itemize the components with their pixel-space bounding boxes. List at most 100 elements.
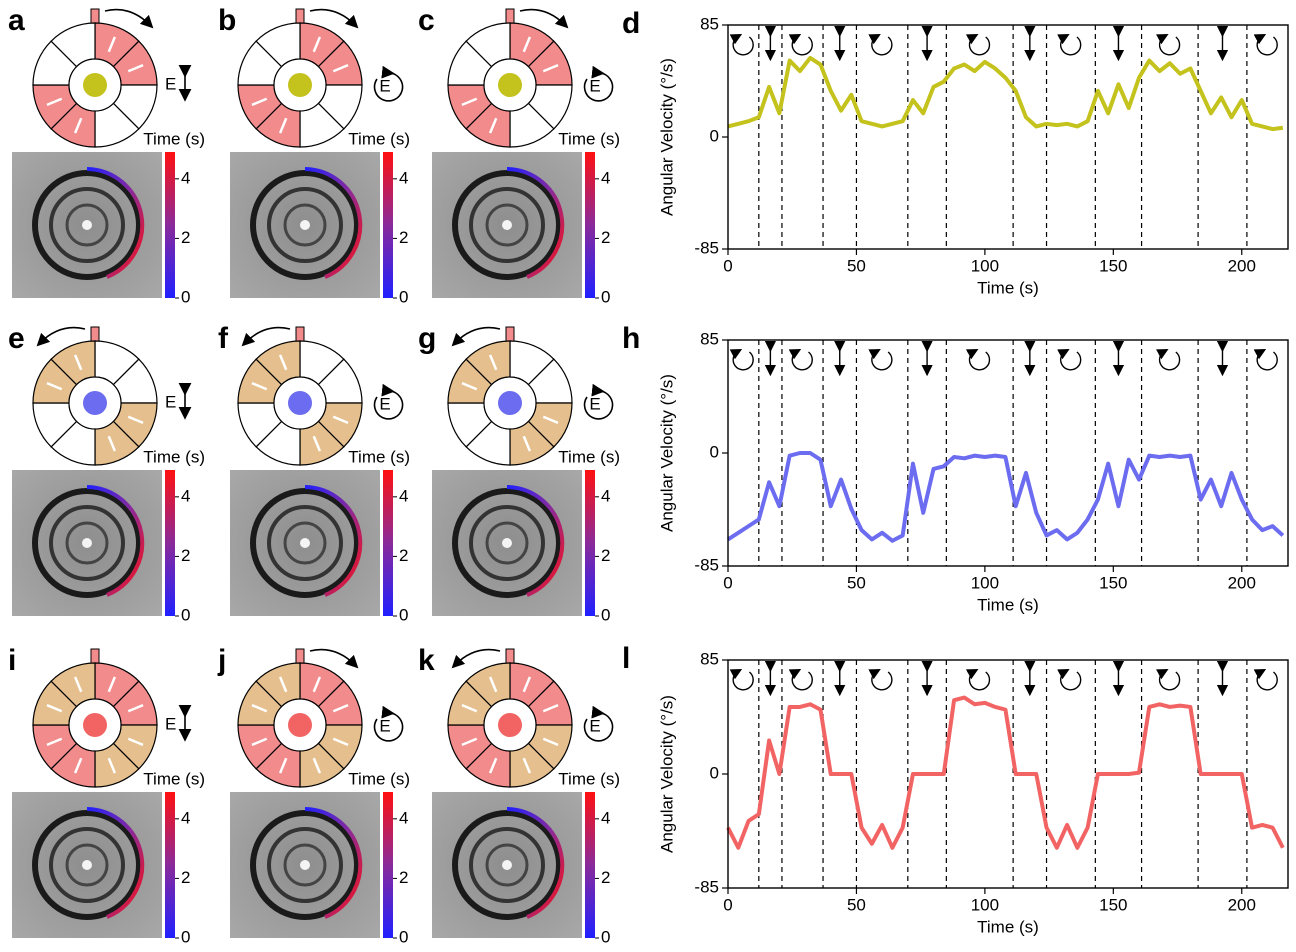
x-axis-label: Time (s) xyxy=(977,278,1039,297)
panel-letter: l xyxy=(622,642,630,675)
rotation-icon xyxy=(1061,36,1081,55)
colorbar xyxy=(585,470,595,616)
field-label: E xyxy=(589,76,600,95)
electrode-stub xyxy=(506,327,514,342)
y-tick-label: 0 xyxy=(710,442,719,461)
colorbar xyxy=(383,470,393,616)
rotation-icon xyxy=(1257,351,1277,370)
turn-arrow xyxy=(455,650,500,665)
rotation-icon xyxy=(969,351,989,370)
particle xyxy=(498,73,522,97)
cell-core xyxy=(300,220,310,230)
y-axis-label: Angular Velocity (°/s) xyxy=(657,374,676,532)
x-axis-label: Time (s) xyxy=(977,917,1039,936)
y-tick-label: -85 xyxy=(694,877,719,896)
colorbar-tick-label: 4 xyxy=(601,486,610,505)
colorbar-tick-label: 4 xyxy=(181,168,190,187)
x-tick-label: 150 xyxy=(1099,256,1127,275)
cell-core xyxy=(82,220,92,230)
colorbar xyxy=(383,792,393,938)
time-label: Time (s) xyxy=(348,769,410,788)
particle xyxy=(498,713,522,737)
panel-letter: c xyxy=(418,4,435,37)
electrode-stub xyxy=(91,327,99,342)
cell-core xyxy=(82,860,92,870)
x-tick-label: 0 xyxy=(723,895,732,914)
colorbar-tick-label: 0 xyxy=(181,287,190,306)
colorbar-tick-label: 2 xyxy=(601,228,610,247)
colorbar-tick-label: 0 xyxy=(399,927,408,946)
cell-core xyxy=(502,220,512,230)
colorbar-tick-label: 2 xyxy=(601,546,610,565)
panel-letter: a xyxy=(8,4,25,37)
field-label: E xyxy=(589,394,600,413)
field-label: E xyxy=(165,74,176,93)
turn-arrow xyxy=(310,10,355,25)
turn-arrow xyxy=(105,10,150,25)
particle xyxy=(288,391,312,415)
rotation-icon xyxy=(792,351,812,370)
rotation-icon xyxy=(969,36,989,55)
colorbar xyxy=(383,152,393,298)
rotation-icon xyxy=(872,351,892,370)
time-label: Time (s) xyxy=(558,447,620,466)
x-tick-label: 50 xyxy=(847,573,866,592)
turn-arrow xyxy=(245,328,290,343)
y-tick-label: -85 xyxy=(694,555,719,574)
cell-core xyxy=(82,538,92,548)
rotation-icon xyxy=(1160,36,1180,55)
panel-letter: i xyxy=(8,644,16,677)
panel-letter: b xyxy=(218,4,236,37)
turn-arrow xyxy=(455,328,500,343)
colorbar xyxy=(165,470,175,616)
electrode-stub xyxy=(296,327,304,342)
x-tick-label: 0 xyxy=(723,573,732,592)
colorbar xyxy=(165,792,175,938)
x-tick-label: 50 xyxy=(847,256,866,275)
time-label: Time (s) xyxy=(143,129,205,148)
field-label: E xyxy=(165,392,176,411)
field-label: E xyxy=(589,716,600,735)
x-tick-label: 100 xyxy=(971,573,999,592)
x-tick-label: 200 xyxy=(1228,573,1256,592)
rotation-icon xyxy=(1160,351,1180,370)
colorbar-tick-label: 0 xyxy=(181,927,190,946)
x-tick-label: 0 xyxy=(723,256,732,275)
time-label: Time (s) xyxy=(143,769,205,788)
time-label: Time (s) xyxy=(558,129,620,148)
electrode-stub xyxy=(506,649,514,664)
turn-arrow xyxy=(520,10,565,25)
field-label: E xyxy=(379,76,390,95)
colorbar-tick-label: 4 xyxy=(181,808,190,827)
particle xyxy=(288,73,312,97)
x-tick-label: 100 xyxy=(971,895,999,914)
colorbar-tick-label: 2 xyxy=(601,868,610,887)
x-axis-label: Time (s) xyxy=(977,595,1039,614)
electrode-stub xyxy=(296,649,304,664)
colorbar-tick-label: 4 xyxy=(601,808,610,827)
rotation-icon xyxy=(733,671,753,690)
y-tick-label: 0 xyxy=(710,763,719,782)
field-label: E xyxy=(165,714,176,733)
y-tick-label: 85 xyxy=(700,329,719,348)
x-tick-label: 150 xyxy=(1099,895,1127,914)
colorbar-tick-label: 0 xyxy=(399,287,408,306)
field-label: E xyxy=(379,394,390,413)
colorbar xyxy=(585,152,595,298)
electrode-stub xyxy=(91,649,99,664)
time-label: Time (s) xyxy=(348,447,410,466)
figure: aETime (s)024bETime (s)024cETime (s)024e… xyxy=(0,0,1296,952)
velocity-line xyxy=(728,453,1283,541)
x-tick-label: 200 xyxy=(1228,256,1256,275)
x-tick-label: 100 xyxy=(971,256,999,275)
electrode-stub xyxy=(506,9,514,24)
y-tick-label: 85 xyxy=(700,14,719,33)
rotation-icon xyxy=(1061,671,1081,690)
panel-letter: g xyxy=(418,322,436,355)
rotation-icon xyxy=(792,36,812,55)
rotation-icon xyxy=(733,36,753,55)
colorbar-tick-label: 0 xyxy=(601,287,610,306)
time-label: Time (s) xyxy=(348,129,410,148)
x-tick-label: 50 xyxy=(847,895,866,914)
rotation-icon xyxy=(1160,671,1180,690)
